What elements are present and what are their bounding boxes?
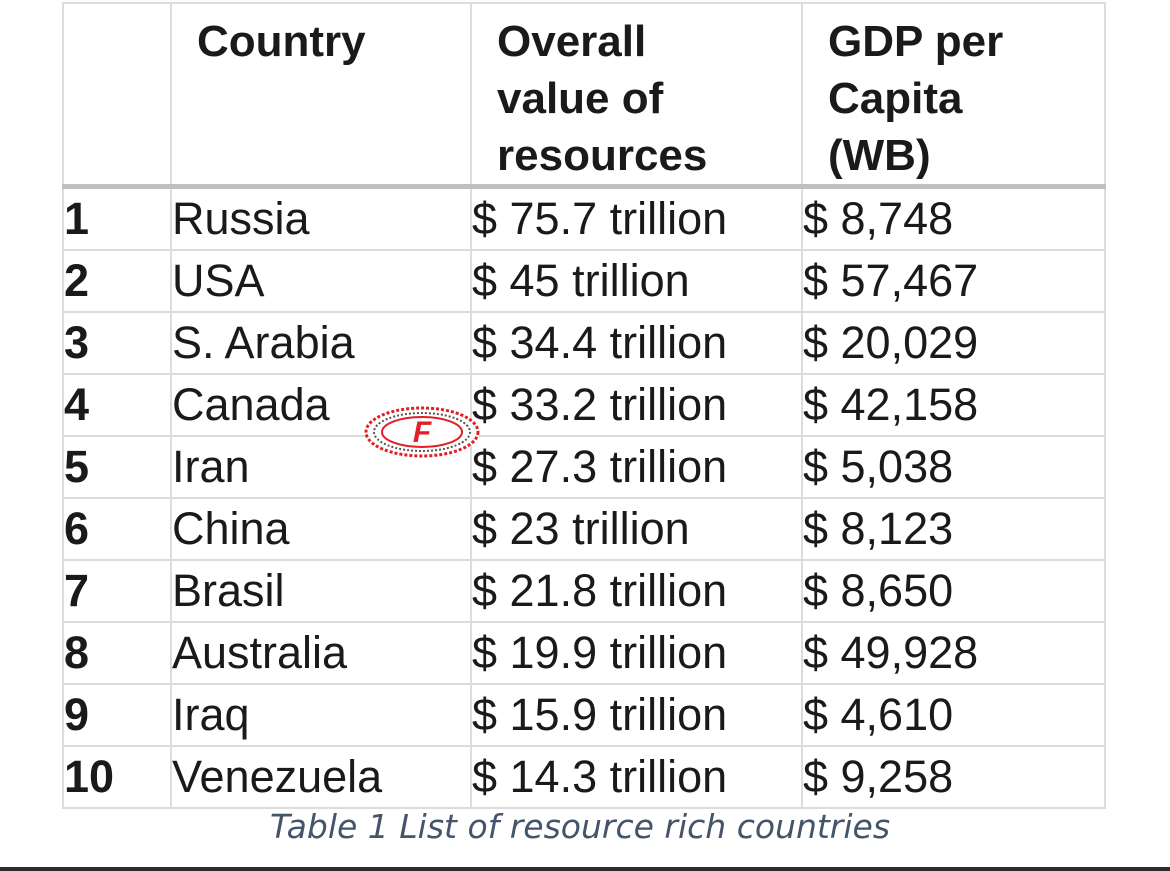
header-country: Country	[170, 2, 472, 189]
header-row: Country Overall value of resources GDP p…	[62, 2, 1106, 189]
country-cell: Venezuela	[170, 745, 472, 809]
country-cell: Iraq	[170, 683, 472, 747]
table-row: 6 China $ 23 trillion $ 8,123	[62, 497, 1106, 561]
header-gdp-line: Capita	[828, 74, 963, 123]
gdp-cell: $ 5,038	[801, 435, 1106, 499]
resource-value-cell: $ 33.2 trillion	[470, 373, 803, 437]
rank-cell: 5	[62, 435, 172, 499]
table-row: 9 Iraq $ 15.9 trillion $ 4,610	[62, 683, 1106, 747]
svg-text:F: F	[413, 416, 432, 449]
country-cell: Iran	[170, 435, 472, 499]
table-row: 5 Iran $ 27.3 trillion $ 5,038	[62, 435, 1106, 499]
gdp-cell: $ 42,158	[801, 373, 1106, 437]
gdp-cell: $ 8,650	[801, 559, 1106, 623]
country-cell: Brasil	[170, 559, 472, 623]
table-caption: Table 1 List of resource rich countries	[269, 807, 891, 846]
resources-table: Country Overall value of resources GDP p…	[62, 2, 1106, 809]
header-rank	[62, 2, 172, 189]
resource-value-cell: $ 34.4 trillion	[470, 311, 803, 375]
header-gdp-line: (WB)	[828, 131, 931, 180]
rank-cell: 4	[62, 373, 172, 437]
header-gdp-per-capita: GDP per Capita (WB)	[801, 2, 1106, 189]
gdp-cell: $ 49,928	[801, 621, 1106, 685]
resource-value-cell: $ 21.8 trillion	[470, 559, 803, 623]
header-value-line: Overall	[497, 17, 647, 66]
country-cell: Australia	[170, 621, 472, 685]
f-logo-icon: F	[361, 402, 483, 462]
rank-cell: 2	[62, 249, 172, 313]
table-row: 8 Australia $ 19.9 trillion $ 49,928	[62, 621, 1106, 685]
rank-cell: 10	[62, 745, 172, 809]
page-bottom-rule	[0, 867, 1170, 871]
resource-value-cell: $ 15.9 trillion	[470, 683, 803, 747]
rank-cell: 7	[62, 559, 172, 623]
rank-cell: 1	[62, 185, 172, 251]
gdp-cell: $ 57,467	[801, 249, 1106, 313]
table-row: 10 Venezuela $ 14.3 trillion $ 9,258	[62, 745, 1106, 809]
resource-value-cell: $ 27.3 trillion	[470, 435, 803, 499]
table-row: 2 USA $ 45 trillion $ 57,467	[62, 249, 1106, 313]
header-value-line: value of	[497, 74, 664, 123]
table-row: 4 Canada $ 33.2 trillion $ 42,158	[62, 373, 1106, 437]
resource-value-cell: $ 14.3 trillion	[470, 745, 803, 809]
table-row: 1 Russia $ 75.7 trillion $ 8,748	[62, 185, 1106, 251]
rank-cell: 3	[62, 311, 172, 375]
rank-cell: 9	[62, 683, 172, 747]
resource-value-cell: $ 45 trillion	[470, 249, 803, 313]
resource-value-cell: $ 75.7 trillion	[470, 185, 803, 251]
resource-value-cell: $ 23 trillion	[470, 497, 803, 561]
rank-cell: 6	[62, 497, 172, 561]
gdp-cell: $ 8,748	[801, 185, 1106, 251]
gdp-cell: $ 8,123	[801, 497, 1106, 561]
header-gdp-line: GDP per	[828, 17, 1004, 66]
resource-value-cell: $ 19.9 trillion	[470, 621, 803, 685]
table-row: 3 S. Arabia $ 34.4 trillion $ 20,029	[62, 311, 1106, 375]
country-cell: USA	[170, 249, 472, 313]
gdp-cell: $ 4,610	[801, 683, 1106, 747]
country-cell: China	[170, 497, 472, 561]
header-overall-value: Overall value of resources	[470, 2, 803, 189]
country-cell: S. Arabia	[170, 311, 472, 375]
gdp-cell: $ 9,258	[801, 745, 1106, 809]
country-cell: Russia	[170, 185, 472, 251]
table-row: 7 Brasil $ 21.8 trillion $ 8,650	[62, 559, 1106, 623]
header-value-line: resources	[497, 131, 708, 180]
rank-cell: 8	[62, 621, 172, 685]
gdp-cell: $ 20,029	[801, 311, 1106, 375]
